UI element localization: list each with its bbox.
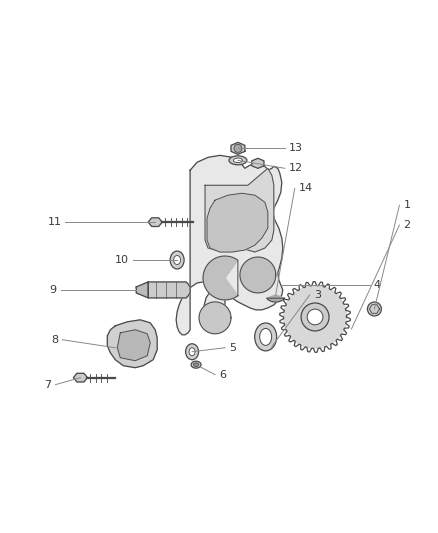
Polygon shape: [207, 193, 268, 252]
Polygon shape: [107, 320, 157, 368]
Text: 2: 2: [403, 220, 410, 230]
Polygon shape: [205, 168, 274, 252]
Polygon shape: [117, 330, 150, 361]
Text: 6: 6: [219, 370, 226, 379]
Polygon shape: [284, 286, 346, 349]
Ellipse shape: [233, 158, 242, 163]
Ellipse shape: [191, 361, 201, 368]
Polygon shape: [252, 158, 264, 168]
Ellipse shape: [260, 328, 272, 345]
Polygon shape: [199, 302, 231, 334]
Polygon shape: [148, 282, 190, 298]
Ellipse shape: [255, 323, 277, 351]
Text: 7: 7: [44, 379, 52, 390]
Text: 1: 1: [403, 200, 410, 210]
Ellipse shape: [189, 348, 195, 356]
Text: 8: 8: [51, 335, 59, 345]
Text: 12: 12: [289, 163, 303, 173]
Circle shape: [307, 309, 323, 325]
Text: 5: 5: [229, 343, 236, 353]
Text: 13: 13: [289, 143, 303, 154]
Text: 3: 3: [314, 290, 321, 300]
Polygon shape: [176, 155, 283, 335]
Text: 9: 9: [49, 285, 57, 295]
Circle shape: [234, 144, 242, 152]
Polygon shape: [148, 218, 162, 227]
Text: 4: 4: [374, 280, 381, 290]
Text: 14: 14: [299, 183, 313, 193]
Ellipse shape: [170, 251, 184, 269]
Polygon shape: [231, 142, 245, 155]
Polygon shape: [136, 282, 148, 298]
Ellipse shape: [173, 255, 180, 264]
Ellipse shape: [194, 363, 198, 366]
Polygon shape: [74, 373, 88, 382]
Ellipse shape: [186, 344, 198, 360]
Ellipse shape: [229, 156, 247, 165]
Polygon shape: [240, 257, 276, 293]
Circle shape: [367, 302, 381, 316]
Polygon shape: [267, 295, 285, 302]
Circle shape: [301, 303, 329, 331]
Polygon shape: [203, 256, 238, 300]
Text: 11: 11: [47, 217, 61, 227]
Text: 10: 10: [115, 255, 129, 265]
